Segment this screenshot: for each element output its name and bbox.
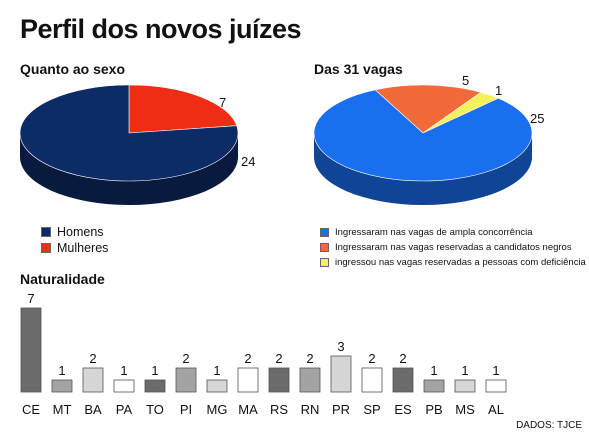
naturalidade-bar-ms — [454, 379, 476, 393]
sexo-legend: Homens Mulheres — [41, 224, 108, 256]
legend-item-homens: Homens — [41, 224, 108, 240]
naturalidade-bar-ma — [237, 367, 259, 393]
naturalidade-value-ce: 7 — [27, 291, 34, 306]
legend-label-ampla: Ingressaram nas vagas de ampla concorrên… — [335, 227, 533, 238]
naturalidade-category-pr: PR — [332, 402, 350, 417]
naturalidade-category-pi: PI — [180, 402, 192, 417]
naturalidade-bar-to — [144, 379, 166, 393]
naturalidade-category-pa: PA — [116, 402, 133, 417]
vagas-chart-title: Das 31 vagas — [314, 61, 403, 77]
legend-label-deficiencia: ingressou nas vagas reservadas a pessoas… — [335, 257, 586, 268]
naturalidade-bar-mg — [206, 379, 228, 393]
naturalidade-bar-ce — [20, 307, 42, 393]
legend-swatch-homens — [41, 227, 51, 237]
naturalidade-value-mg: 1 — [213, 363, 220, 378]
naturalidade-category-mt: MT — [53, 402, 72, 417]
vagas-pie-slice-2 — [313, 89, 533, 182]
sexo-pie-slice-0 — [128, 84, 238, 134]
legend-item-mulheres: Mulheres — [41, 240, 108, 256]
legend-label-negros: Ingressaram nas vagas reservadas a candi… — [335, 242, 572, 253]
vagas-legend: Ingressaram nas vagas de ampla concorrên… — [320, 225, 586, 270]
naturalidade-value-ma: 2 — [244, 351, 251, 366]
vagas-pie-value-label-1: 1 — [495, 83, 502, 98]
vagas-pie-value-label-0: 5 — [462, 73, 469, 88]
naturalidade-value-rs: 2 — [275, 351, 282, 366]
naturalidade-bar-rs — [268, 367, 290, 393]
legend-item-ampla: Ingressaram nas vagas de ampla concorrên… — [320, 225, 586, 240]
vagas-pie-slice-side-2-0 — [314, 133, 532, 205]
naturalidade-category-rn: RN — [301, 402, 320, 417]
naturalidade-value-ba: 2 — [89, 351, 96, 366]
naturalidade-bar-mt — [51, 379, 73, 393]
sexo-chart-title: Quanto ao sexo — [20, 61, 126, 77]
legend-item-negros: Ingressaram nas vagas reservadas a candi… — [320, 240, 586, 255]
sexo-pie-value-label-0: 7 — [219, 95, 226, 110]
vagas-pie-slice-0 — [374, 84, 482, 134]
source-note: DADOS: TJCE — [516, 420, 582, 431]
legend-item-deficiencia: ingressou nas vagas reservadas a pessoas… — [320, 255, 586, 270]
naturalidade-bar-pb — [423, 379, 445, 393]
naturalidade-bar-al — [485, 379, 507, 393]
naturalidade-value-rn: 2 — [306, 351, 313, 366]
naturalidade-value-pa: 1 — [120, 363, 127, 378]
naturalidade-value-al: 1 — [492, 363, 499, 378]
sexo-pie-slice-side-1-0 — [20, 133, 238, 205]
legend-swatch-mulheres — [41, 243, 51, 253]
naturalidade-category-rs: RS — [270, 402, 288, 417]
legend-label-mulheres: Mulheres — [57, 241, 109, 255]
naturalidade-category-ce: CE — [22, 402, 40, 417]
naturalidade-value-ms: 1 — [461, 363, 468, 378]
sexo-pie-slice-1 — [19, 84, 239, 182]
naturalidade-value-pr: 3 — [337, 339, 344, 354]
naturalidade-category-sp: SP — [363, 402, 380, 417]
naturalidade-bar-pa — [113, 379, 135, 393]
legend-swatch-negros — [320, 243, 329, 252]
naturalidade-value-pi: 2 — [182, 351, 189, 366]
naturalidade-value-to: 1 — [151, 363, 158, 378]
naturalidade-bar-pr — [330, 355, 352, 393]
naturalidade-value-sp: 2 — [368, 351, 375, 366]
naturalidade-category-al: AL — [488, 402, 504, 417]
naturalidade-category-mg: MG — [207, 402, 228, 417]
legend-label-homens: Homens — [57, 225, 104, 239]
naturalidade-category-to: TO — [146, 402, 164, 417]
naturalidade-category-pb: PB — [425, 402, 442, 417]
page-title: Perfil dos novos juízes — [20, 14, 302, 44]
legend-swatch-deficiencia — [320, 258, 329, 267]
naturalidade-category-ms: MS — [455, 402, 475, 417]
naturalidade-value-es: 2 — [399, 351, 406, 366]
vagas-pie-value-label-2: 25 — [530, 111, 544, 126]
naturalidade-category-ma: MA — [238, 402, 258, 417]
sexo-pie-value-label-1: 24 — [241, 154, 255, 169]
naturalidade-category-es: ES — [394, 402, 412, 417]
legend-swatch-ampla — [320, 228, 329, 237]
naturalidade-category-ba: BA — [84, 402, 102, 417]
naturalidade-chart-title: Naturalidade — [20, 271, 105, 287]
naturalidade-bar-es — [392, 367, 414, 393]
naturalidade-bar-pi — [175, 367, 197, 393]
naturalidade-value-pb: 1 — [430, 363, 437, 378]
naturalidade-bar-ba — [82, 367, 104, 393]
naturalidade-bar-sp — [361, 367, 383, 393]
naturalidade-bar-rn — [299, 367, 321, 393]
naturalidade-value-mt: 1 — [58, 363, 65, 378]
